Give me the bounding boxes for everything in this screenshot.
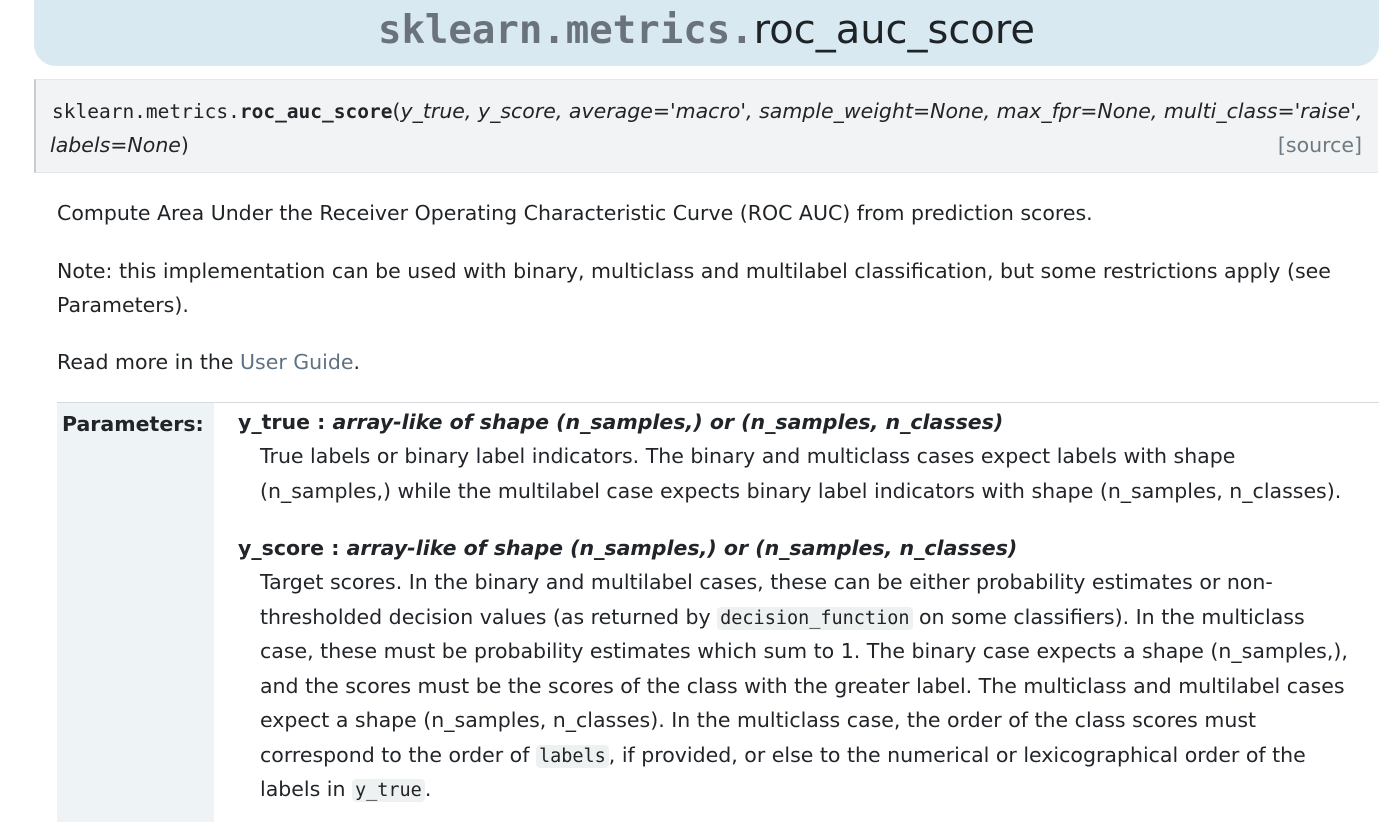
code-labels: labels bbox=[535, 745, 609, 768]
desc-2-text-b: on some classifiers). In the multiclass bbox=[912, 605, 1305, 629]
param-y-score-desc-6: correspond to the order of labels, if pr… bbox=[260, 738, 1306, 775]
param-y-true-name: y_true bbox=[238, 410, 311, 434]
param-y-true-desc-1: True labels or binary label indicators. … bbox=[260, 444, 1236, 468]
read-more-prefix: Read more in the bbox=[57, 350, 241, 374]
parameters-section: Parameters: y_true : array-like of shape… bbox=[57, 402, 1379, 822]
signature-function: roc_auc_score bbox=[239, 100, 393, 123]
desc-6-text-b: , if provided, or else to the numerical … bbox=[608, 743, 1306, 767]
note-line-1: Note: this implementation can be used wi… bbox=[57, 259, 1331, 283]
param-y-score-desc-5: expect a shape (n_samples, n_classes). I… bbox=[260, 708, 1257, 732]
parameters-label-column: Parameters: bbox=[57, 403, 214, 822]
signature-open-paren: ( bbox=[392, 99, 401, 123]
user-guide-link[interactable]: User Guide bbox=[240, 350, 354, 374]
signature-line-1: sklearn.metrics.roc_auc_score(y_true, y_… bbox=[52, 94, 1362, 129]
signature-close-paren: ) bbox=[180, 133, 189, 157]
read-more-suffix: . bbox=[353, 350, 360, 374]
signature-args: y_true, y_score, average='macro', sample… bbox=[400, 99, 1363, 123]
param-y-score-desc-7: labels in y_true. bbox=[260, 772, 431, 809]
title-module: sklearn.metrics. bbox=[377, 8, 754, 53]
code-y-true: y_true bbox=[351, 779, 425, 802]
param-y-score-desc-1: Target scores. In the binary and multila… bbox=[260, 570, 1273, 594]
param-y-true-desc-2: (n_samples,) while the multilabel case e… bbox=[260, 479, 1342, 503]
param-y-true-type: array-like of shape (n_samples,) or (n_s… bbox=[332, 410, 1004, 434]
signature-args-cont: labels=None bbox=[50, 133, 181, 157]
summary-text: Compute Area Under the Receiver Operatin… bbox=[57, 201, 1093, 225]
code-decision-function: decision_function bbox=[717, 607, 913, 630]
note-line-2: Parameters). bbox=[57, 293, 189, 317]
desc-6-text-a: correspond to the order of bbox=[260, 743, 536, 767]
param-y-score-desc-3: case, these must be probability estimate… bbox=[260, 639, 1348, 663]
param-y-score-header: y_score : array-like of shape (n_samples… bbox=[238, 531, 1017, 565]
param-y-score-name: y_score bbox=[238, 536, 325, 560]
desc-7-text-a: labels in bbox=[260, 777, 352, 801]
parameters-heading: Parameters: bbox=[62, 412, 204, 436]
title-function: roc_auc_score bbox=[753, 7, 1036, 53]
param-y-score-desc-4: and the scores must be the scores of the… bbox=[260, 674, 1345, 698]
signature-module: sklearn.metrics. bbox=[52, 100, 240, 123]
param-y-score-desc-2: thresholded decision values (as returned… bbox=[260, 600, 1305, 637]
page-title: sklearn.metrics.roc_auc_score bbox=[34, 0, 1379, 66]
source-link[interactable]: [source] bbox=[1277, 133, 1362, 157]
read-more: Read more in the User Guide. bbox=[57, 345, 360, 379]
param-y-score-type: array-like of shape (n_samples,) or (n_s… bbox=[346, 536, 1018, 560]
signature-line-2: labels=None) [source] bbox=[50, 128, 1362, 162]
desc-2-text-a: thresholded decision values (as returned… bbox=[260, 605, 718, 629]
param-y-true-header: y_true : array-like of shape (n_samples,… bbox=[238, 405, 1003, 439]
param-y-score-separator: : bbox=[324, 536, 347, 560]
desc-7-text-b: . bbox=[424, 777, 432, 801]
param-y-true-separator: : bbox=[310, 410, 333, 434]
function-signature: sklearn.metrics.roc_auc_score(y_true, y_… bbox=[34, 79, 1378, 173]
